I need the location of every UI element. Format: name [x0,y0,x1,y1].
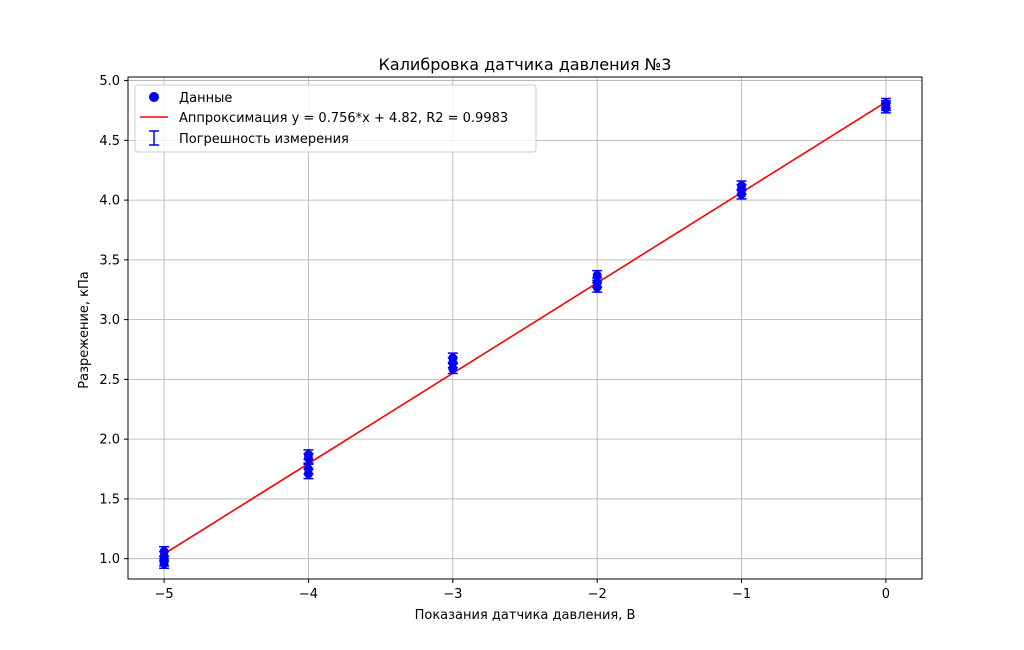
x-tick-label: −5 [155,587,174,602]
y-tick-label: 1.5 [99,492,120,507]
data-point [737,189,747,199]
legend-marker-data [149,92,159,102]
legend-box [134,84,537,153]
data-point [303,453,313,463]
y-tick-label: 3.5 [99,253,120,268]
data-point [592,270,602,280]
y-tick-label: 5.0 [99,74,120,89]
data-point [448,364,458,374]
data-point [303,469,313,479]
data-layer [159,97,891,569]
x-tick-label: 0 [882,587,890,602]
y-tick-label: 1.0 [99,552,120,567]
x-tick-label: −4 [299,587,318,602]
x-axis-ticks: −5 −4 −3 −2 −1 0 [155,579,890,602]
fit-line [163,101,887,555]
fit-line-layer [163,101,887,555]
data-point [881,103,891,113]
y-tick-label: 3.0 [99,313,120,328]
x-tick-label: −2 [588,587,607,602]
y-axis-ticks: 1.0 1.5 2.0 2.5 3.0 3.5 4.0 4.5 5.0 [99,74,128,567]
data-point [592,282,602,292]
y-tick-label: 2.5 [99,373,120,388]
legend-label-fit: Аппроксимация y = 0.756*x + 4.82, R2 = 0… [179,111,508,126]
x-tick-label: −3 [443,587,462,602]
data-point [159,558,169,568]
y-tick-label: 2.0 [99,433,120,448]
legend-label-errorbar: Погрешность измерения [179,132,349,147]
plot-frame [127,76,923,580]
chart-title: Калибровка датчика давления №3 [379,55,672,74]
legend-marker-errorbar [149,130,159,146]
x-tick-label: −1 [732,587,751,602]
legend-label-data: Данные [179,91,232,106]
y-axis-label: Разрежение, кПа [77,271,92,388]
y-tick-label: 4.5 [99,134,120,149]
y-tick-label: 4.0 [99,194,120,209]
x-axis-label: Показания датчика давления, В [415,608,636,623]
legend: Данные Аппроксимация y = 0.756*x + 4.82,… [134,84,537,153]
